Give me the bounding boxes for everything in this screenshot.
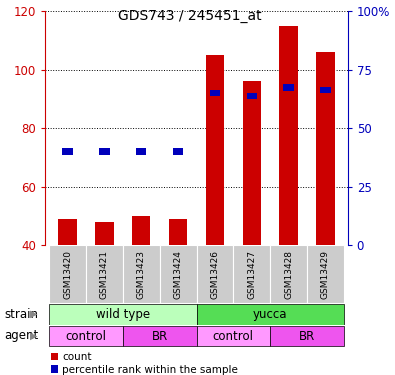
- Bar: [197, 304, 344, 325]
- Text: GSM13420: GSM13420: [63, 250, 72, 299]
- Bar: [123, 326, 197, 346]
- Bar: [49, 304, 197, 325]
- Text: GSM13426: GSM13426: [211, 250, 220, 299]
- Bar: [49, 326, 123, 346]
- Bar: [169, 219, 187, 245]
- Bar: [243, 81, 261, 245]
- Text: GSM13427: GSM13427: [247, 250, 256, 299]
- Text: GDS743 / 245451_at: GDS743 / 245451_at: [118, 9, 261, 23]
- Text: BR: BR: [152, 330, 168, 342]
- Bar: [136, 148, 147, 155]
- Bar: [270, 326, 344, 346]
- Bar: [132, 216, 150, 245]
- Bar: [270, 245, 307, 303]
- Bar: [58, 219, 77, 245]
- Bar: [320, 87, 331, 93]
- Bar: [197, 326, 270, 346]
- Bar: [99, 148, 109, 155]
- Text: GSM13424: GSM13424: [173, 250, 182, 299]
- Text: agent: agent: [4, 330, 38, 342]
- Bar: [284, 84, 294, 90]
- Bar: [123, 245, 160, 303]
- Bar: [173, 148, 183, 155]
- Bar: [246, 93, 257, 99]
- Text: wild type: wild type: [96, 308, 150, 321]
- Bar: [279, 26, 298, 245]
- Text: ▶: ▶: [30, 309, 37, 319]
- Text: yucca: yucca: [253, 308, 288, 321]
- Bar: [197, 245, 233, 303]
- Bar: [316, 52, 335, 245]
- Bar: [233, 245, 270, 303]
- Bar: [206, 55, 224, 245]
- Bar: [62, 148, 73, 155]
- Text: GSM13429: GSM13429: [321, 250, 330, 299]
- Bar: [49, 245, 86, 303]
- Text: control: control: [66, 330, 107, 342]
- Legend: count, percentile rank within the sample: count, percentile rank within the sample: [51, 352, 238, 375]
- Text: GSM13421: GSM13421: [100, 250, 109, 299]
- Text: BR: BR: [299, 330, 315, 342]
- Bar: [210, 90, 220, 96]
- Text: ▶: ▶: [30, 331, 37, 341]
- Bar: [86, 245, 123, 303]
- Bar: [307, 245, 344, 303]
- Text: GSM13428: GSM13428: [284, 250, 293, 299]
- Text: control: control: [213, 330, 254, 342]
- Text: GSM13423: GSM13423: [137, 250, 146, 299]
- Text: strain: strain: [4, 308, 38, 321]
- Bar: [95, 222, 114, 245]
- Bar: [160, 245, 197, 303]
